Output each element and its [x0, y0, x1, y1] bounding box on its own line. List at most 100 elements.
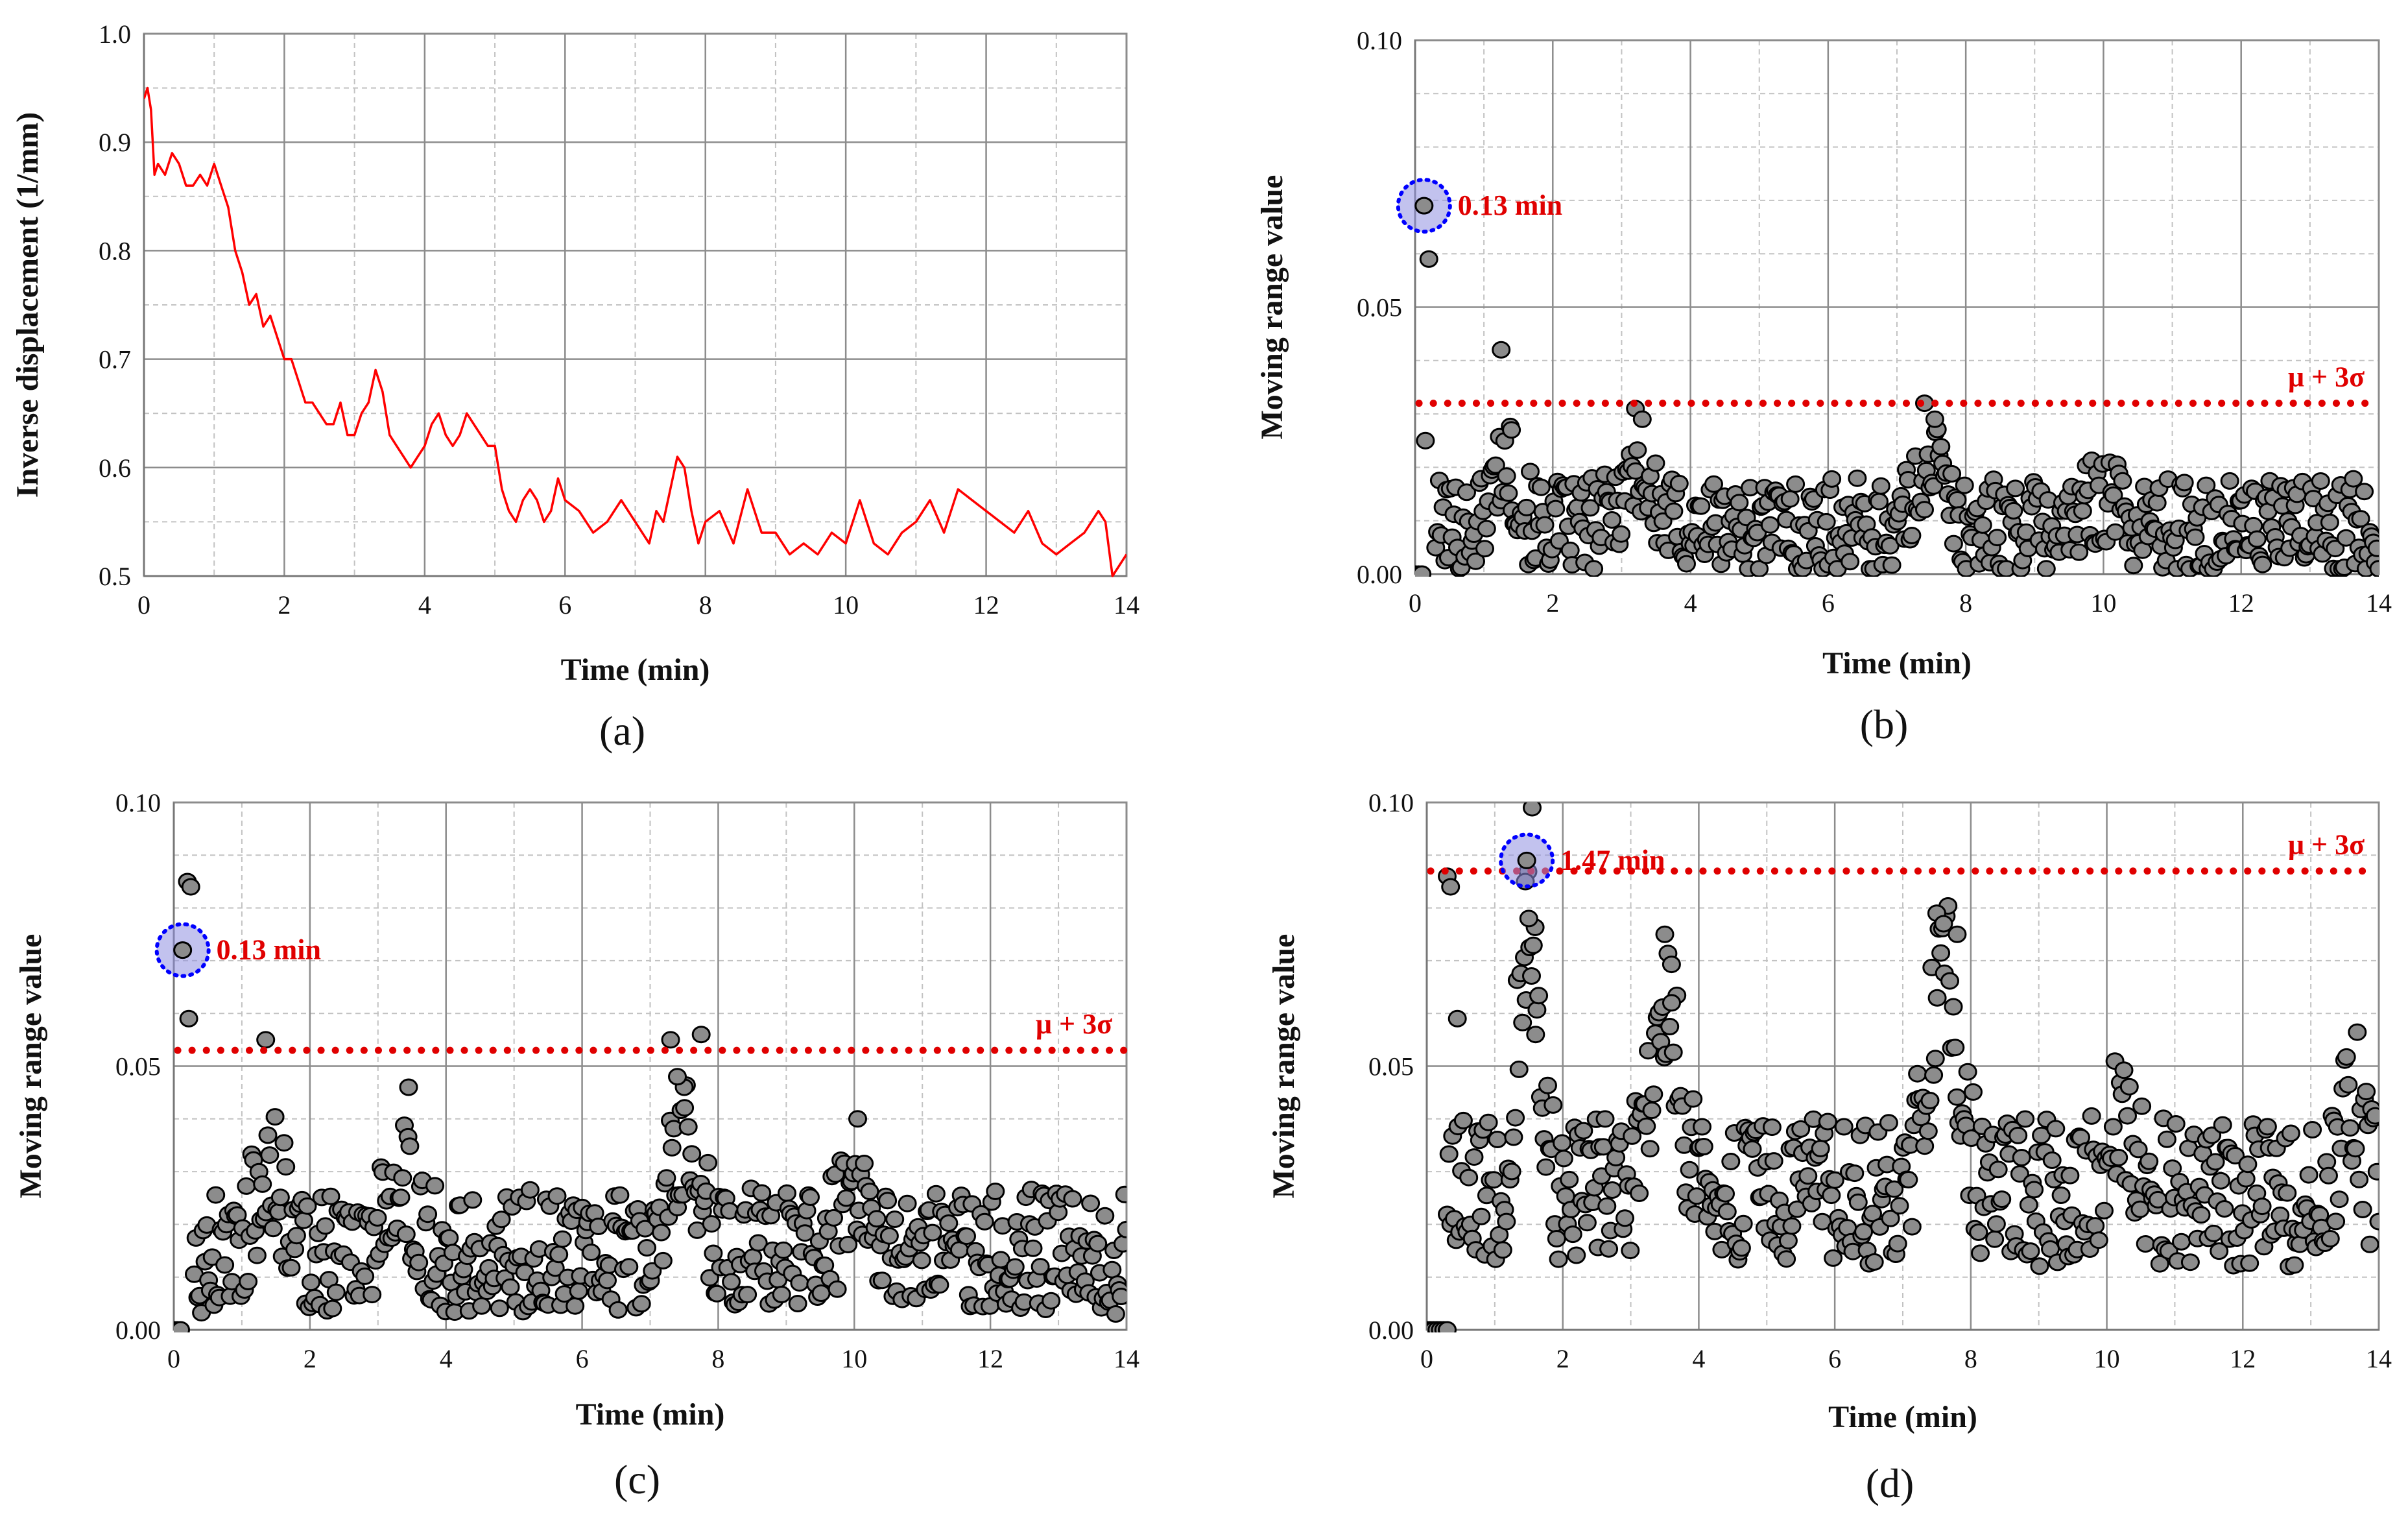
- data-point: [391, 1188, 411, 1207]
- data-point: [1824, 1249, 1843, 1267]
- data-point: [1944, 535, 1963, 553]
- y-tick-label: 0.8: [99, 236, 131, 265]
- highlight-label: 1.47 min: [1560, 844, 1665, 876]
- data-point: [1580, 499, 1600, 517]
- data-point: [1549, 1250, 1568, 1268]
- data-point: [2258, 1118, 2277, 1136]
- data-point: [1915, 501, 1934, 519]
- data-point: [1811, 1140, 1830, 1157]
- points-group: [1427, 802, 2379, 1332]
- data-point: [2369, 1212, 2379, 1231]
- data-point: [463, 1191, 483, 1209]
- y-tick-label: 0.05: [115, 1052, 161, 1081]
- data-point: [738, 1286, 757, 1304]
- data-point: [2353, 1201, 2372, 1218]
- data-point: [1439, 1145, 1459, 1163]
- data-point: [1865, 1253, 1884, 1271]
- data-point: [1574, 1122, 1593, 1140]
- control-limit-label: μ + 3σ: [1036, 1008, 1112, 1040]
- data-point: [2046, 1120, 2066, 1138]
- data-point: [2180, 1253, 2200, 1271]
- data-point: [598, 1271, 617, 1290]
- data-point: [1750, 560, 1769, 577]
- data-point: [986, 1183, 1005, 1200]
- data-point: [708, 1284, 726, 1303]
- data-point: [2086, 1217, 2105, 1235]
- data-point: [2128, 1140, 2148, 1159]
- x-tick-label: 0: [137, 590, 150, 620]
- data-point: [1630, 1185, 1649, 1202]
- data-point: [1577, 1214, 1597, 1232]
- data-point: [1693, 1118, 1711, 1136]
- data-point: [1964, 1083, 1983, 1101]
- data-point: [1088, 1234, 1108, 1253]
- data-point: [898, 1194, 917, 1212]
- data-point: [1777, 1250, 1796, 1268]
- data-point: [2082, 1107, 2101, 1125]
- data-point: [1081, 1194, 1101, 1212]
- data-point: [2220, 472, 2239, 490]
- x-axis-title: Time (min): [576, 1397, 725, 1432]
- data-point: [253, 1175, 272, 1193]
- data-point: [2281, 1124, 2300, 1142]
- data-point: [2326, 1212, 2346, 1231]
- data-point: [790, 1274, 809, 1292]
- highlight-point: [173, 941, 193, 959]
- x-tick-label: 14: [2366, 588, 2392, 618]
- data-point: [1502, 421, 1521, 439]
- x-tick-label: 4: [1692, 1344, 1705, 1373]
- data-point: [1477, 520, 1496, 538]
- data-point: [1691, 497, 1711, 515]
- data-point: [1798, 1167, 1818, 1185]
- data-point: [1988, 1161, 2008, 1179]
- data-point: [2351, 510, 2370, 528]
- data-point: [1448, 1009, 1467, 1028]
- x-tick-label: 14: [1114, 1344, 1139, 1373]
- data-point: [302, 1273, 320, 1292]
- data-point: [828, 1280, 847, 1298]
- x-tick-label: 6: [1822, 588, 1835, 618]
- y-tick-label: 1.0: [99, 19, 131, 49]
- data-point: [2172, 1233, 2191, 1251]
- data-point: [939, 1214, 959, 1232]
- data-point: [2367, 1162, 2379, 1181]
- data-point: [1902, 1218, 1922, 1236]
- data-point: [396, 1225, 416, 1244]
- data-point: [1662, 956, 1681, 974]
- data-point: [1716, 1185, 1735, 1203]
- data-point: [2252, 1198, 2272, 1216]
- data-point: [926, 1185, 946, 1203]
- data-point: [1973, 516, 1992, 534]
- data-point: [1888, 1234, 1907, 1253]
- data-point: [2367, 539, 2379, 557]
- data-point: [1117, 1220, 1127, 1238]
- data-point: [1684, 1090, 1703, 1108]
- data-point: [1464, 1148, 1484, 1166]
- data-point: [179, 1009, 198, 1028]
- data-point: [1095, 1207, 1115, 1225]
- panel-label: (a): [599, 708, 645, 754]
- data-point: [2337, 529, 2356, 547]
- data-point: [1488, 1131, 1507, 1148]
- data-point: [1879, 1114, 1898, 1132]
- data-point: [1438, 1321, 1457, 1332]
- data-point: [1791, 1120, 1811, 1138]
- data-point: [1817, 512, 1836, 531]
- data-point: [867, 1210, 887, 1228]
- x-tick-label: 14: [2366, 1344, 2392, 1373]
- data-point: [1453, 1111, 1473, 1129]
- data-point: [1948, 925, 1967, 943]
- data-point: [1920, 1092, 1940, 1109]
- data-point: [1603, 511, 1622, 529]
- data-point: [1459, 1168, 1479, 1186]
- data-point: [1493, 1241, 1512, 1259]
- data-point: [1472, 1207, 1491, 1225]
- data-point: [399, 1078, 418, 1096]
- x-tick-label: 10: [2094, 1344, 2120, 1373]
- y-axis-title: Moving range value: [14, 934, 48, 1199]
- data-point: [662, 1138, 682, 1157]
- y-axis-title: Moving range value: [1267, 934, 1301, 1199]
- data-point: [1466, 552, 1485, 570]
- highlight-point: [1414, 197, 1434, 215]
- data-point: [239, 1273, 258, 1290]
